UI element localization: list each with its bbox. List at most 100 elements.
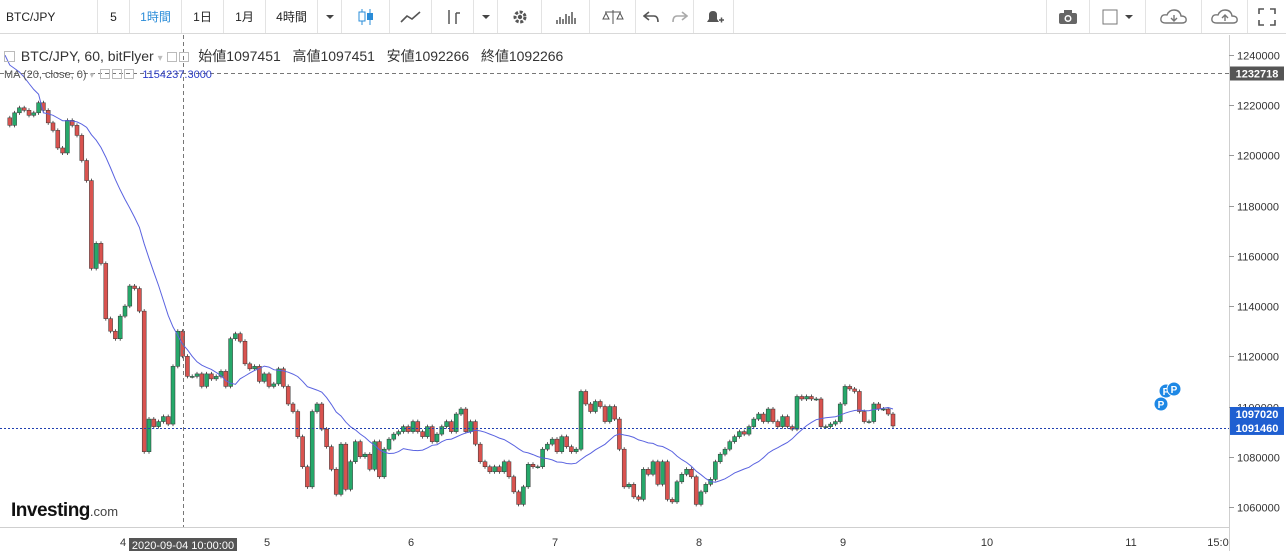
redo-button[interactable] [666, 0, 694, 33]
low-label: 安値 [386, 48, 415, 64]
candle-body [65, 120, 70, 154]
candle-body [636, 496, 641, 500]
candle-body [189, 376, 195, 378]
time-tick-label: 11 [1125, 537, 1136, 549]
interval-dropdown[interactable] [318, 0, 342, 33]
candle-body [756, 413, 761, 420]
load-button[interactable] [1146, 0, 1202, 33]
candle-body [833, 421, 838, 425]
time-tick-label: 6 [408, 537, 414, 549]
candle-body [165, 416, 171, 425]
candle-body [890, 413, 896, 427]
chart-type-dropdown[interactable] [474, 0, 498, 33]
candle-body [823, 426, 829, 428]
indicators-button[interactable] [432, 0, 474, 33]
candle-body [501, 461, 507, 473]
candle-body [281, 368, 286, 387]
candle-body [132, 285, 137, 289]
settings-button[interactable] [498, 0, 542, 33]
snapshot-button[interactable] [1046, 0, 1090, 33]
candle-body [458, 408, 464, 415]
candle-body [693, 476, 699, 505]
candle-body [885, 408, 891, 415]
ma-dropdown-icon[interactable]: ▾ [89, 70, 95, 80]
hide-icon[interactable] [166, 52, 177, 62]
symbol-input[interactable]: BTC/JPY [0, 0, 98, 33]
candle-body [45, 110, 51, 124]
compare-button[interactable] [590, 0, 636, 33]
candle-body [583, 391, 589, 405]
collapse-icon[interactable] [4, 51, 15, 62]
candle-body [593, 401, 598, 412]
candle-body [329, 446, 334, 470]
candle-body [698, 491, 704, 505]
candle-body [348, 461, 353, 490]
candle-body [50, 122, 56, 131]
studies-button[interactable] [542, 0, 590, 33]
time-tick-label: 9 [840, 537, 846, 549]
interval-button-1m[interactable]: 1月 [224, 0, 266, 33]
time-tick-label: 15:0 [1207, 537, 1228, 549]
candle-body [204, 373, 209, 387]
price-tag [1230, 420, 1284, 435]
candle-body [151, 418, 157, 427]
candle-body [626, 484, 632, 488]
save-button[interactable] [1202, 0, 1248, 33]
square-dropdown-icon [1102, 9, 1133, 24]
line-chart-button[interactable] [390, 0, 432, 33]
candle-body [12, 112, 17, 126]
candle-body [804, 396, 809, 400]
low-value: 1092266 [414, 48, 470, 64]
legend-dropdown-icon[interactable]: ▾ [157, 53, 163, 64]
candle-body [257, 366, 262, 382]
candles-button[interactable] [342, 0, 390, 33]
interval-button-1d[interactable]: 1日 [182, 0, 224, 33]
candle-body [420, 431, 425, 437]
layout-button[interactable] [1090, 0, 1146, 33]
candle-body [506, 461, 512, 478]
candle-body [866, 421, 872, 423]
candle-body [410, 421, 416, 432]
logo-suffix: .com [89, 504, 119, 519]
interval-input[interactable]: 5 [98, 0, 130, 33]
undo-button[interactable] [636, 0, 666, 33]
logo-brand: Investing [11, 500, 90, 521]
undo-icon [643, 10, 659, 22]
candle-body [492, 466, 497, 473]
candle-body [98, 243, 104, 264]
candle-body [415, 421, 421, 432]
candle-body [741, 431, 747, 435]
interval-button-1h[interactable]: 1時間 [130, 0, 182, 33]
price-tick-label: 1080000 [1237, 453, 1280, 465]
candle-body [55, 130, 61, 149]
candle-body [477, 443, 483, 462]
alert-button[interactable] [694, 0, 734, 33]
event-marker [1153, 396, 1169, 412]
candle-body [31, 112, 37, 116]
fullscreen-icon [1258, 7, 1276, 26]
price-chart[interactable]: 1060000108000011000001120000114000011600… [0, 35, 1286, 551]
candle-body [213, 376, 219, 380]
ma-close-icon[interactable] [124, 69, 135, 79]
candlestick-icon [358, 8, 373, 25]
candle-body [799, 396, 805, 400]
ma-settings-icon[interactable] [112, 69, 123, 79]
candle-body [722, 448, 728, 455]
fullscreen-button[interactable] [1248, 0, 1286, 33]
candle-body [679, 474, 685, 483]
candle-body [751, 418, 757, 427]
candle-body [530, 463, 536, 468]
ma-hide-icon[interactable] [100, 69, 111, 79]
candle-body [434, 433, 440, 442]
candle-body [156, 421, 161, 427]
time-tick-label: 5 [264, 537, 270, 549]
candle-body [343, 443, 349, 490]
scales-icon [601, 9, 624, 24]
settings-chip-icon[interactable] [178, 52, 189, 62]
candle-body [761, 413, 766, 422]
candle-body [789, 426, 795, 430]
interval-button-4h[interactable]: 4時間 [266, 0, 318, 33]
candle-body [463, 408, 469, 432]
candle-body [828, 423, 833, 427]
candle-body [17, 107, 22, 114]
